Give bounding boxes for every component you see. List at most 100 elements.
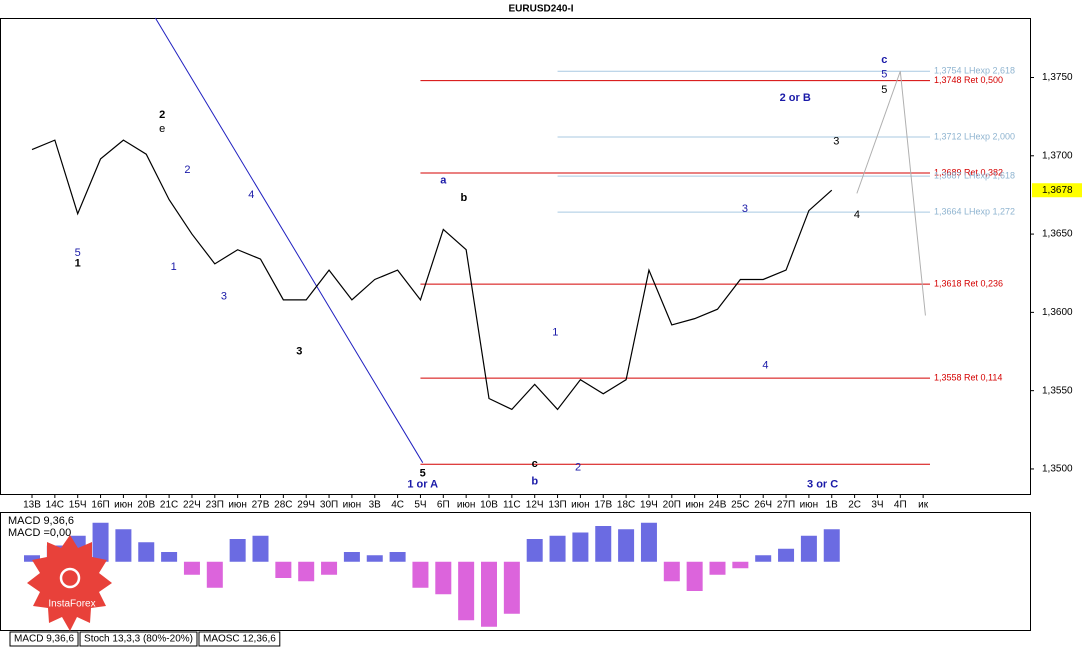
macd-bar: [321, 561, 338, 575]
macd-bar: [24, 555, 40, 562]
wave-label: 4: [248, 189, 254, 201]
x-tick-label: 13П: [548, 500, 566, 511]
x-tick-label: 28С: [274, 500, 292, 511]
macd-title: MACD 9,36,6: [8, 515, 74, 527]
macd-bar: [92, 522, 109, 562]
x-tick-label: 27П: [777, 500, 795, 511]
current-price-label: 1,3678: [1042, 185, 1073, 196]
wave-label: a: [440, 175, 447, 187]
x-tick-label: 4С: [391, 500, 404, 511]
macd-bar: [481, 561, 497, 627]
macd-value: MACD =0,00: [8, 527, 71, 539]
x-tick-label: июн: [571, 500, 590, 511]
x-tick-label: 14С: [46, 500, 64, 511]
wave-label: 4: [854, 209, 860, 221]
macd-bar: [709, 561, 726, 575]
logo-text: InstaForex: [48, 599, 95, 610]
wave-label: c: [532, 458, 538, 470]
x-tick-label: ик: [918, 500, 929, 511]
x-tick-label: 16П: [91, 500, 109, 511]
macd-bar: [686, 561, 703, 591]
level-label: 1,3748 Ret 0,500: [934, 75, 1003, 85]
macd-bar: [298, 561, 315, 582]
level-label: 1,3618 Ret 0,236: [934, 279, 1003, 289]
x-tick-label: июн: [228, 500, 247, 511]
y-tick-label: 1,3600: [1042, 307, 1073, 318]
macd-bar: [435, 561, 452, 595]
macd-bar: [366, 555, 383, 562]
y-tick-label: 1,3700: [1042, 150, 1073, 161]
macd-bar: [823, 529, 840, 562]
x-tick-label: 17В: [594, 500, 612, 511]
wave-label: b: [460, 192, 467, 204]
wave-label: c: [881, 54, 887, 66]
logo: InstaForex: [27, 535, 112, 631]
x-tick-label: 12Ч: [526, 500, 544, 511]
x-tick-label: 24В: [709, 500, 727, 511]
x-tick-label: 18С: [617, 500, 635, 511]
x-tick-label: 26Ч: [754, 500, 772, 511]
tab-frame: [79, 631, 198, 647]
wave-label: 1: [171, 261, 177, 273]
x-tick-label: 29Ч: [297, 500, 315, 511]
level-label: 1,3664 LHexp 1,272: [934, 207, 1015, 217]
x-tick-label: 25С: [731, 500, 749, 511]
level-label: 1,3712 LHexp 2,000: [934, 131, 1015, 141]
macd-bar: [206, 561, 223, 588]
macd-bar: [275, 561, 292, 578]
macd-bar: [618, 529, 635, 562]
wave-label: 2 or B: [780, 92, 811, 104]
x-tick-label: 15Ч: [69, 500, 87, 511]
main-frame: [0, 18, 1031, 495]
macd-bar: [115, 529, 132, 562]
y-tick-label: 1,3550: [1042, 385, 1073, 396]
tab-frame: [9, 631, 79, 647]
level-label: 1,3687 LHexp 1,618: [934, 171, 1015, 181]
macd-bar: [800, 535, 817, 562]
tab: Stoch 13,3,3 (80%-20%): [84, 634, 193, 645]
wave-label: 1 or A: [407, 479, 438, 491]
level-label: 1,3558 Ret 0,114: [934, 373, 1002, 383]
macd-bar: [389, 552, 406, 562]
wave-label: 5: [420, 468, 426, 480]
x-tick-label: 22Ч: [183, 500, 201, 511]
macd-bar: [755, 555, 772, 562]
x-tick-label: 1В: [826, 500, 839, 511]
wave-label: b: [531, 475, 538, 487]
wave-label: e: [159, 123, 165, 135]
wave-label: 2: [184, 164, 190, 176]
x-tick-label: 21С: [160, 500, 178, 511]
x-tick-label: июн: [114, 500, 133, 511]
y-tick-label: 1,3500: [1042, 464, 1073, 475]
wave-label: 3: [742, 203, 748, 215]
current-price-badge: [1032, 183, 1082, 198]
macd-bar: [663, 561, 680, 582]
y-tick-label: 1,3750: [1042, 72, 1073, 83]
tab: MAOSC 12,36,6: [203, 634, 276, 645]
x-tick-label: 10В: [480, 500, 498, 511]
x-tick-label: 27В: [252, 500, 270, 511]
macd-bar: [549, 535, 566, 562]
wave-label: 5: [75, 247, 81, 259]
price-line: [31, 139, 833, 411]
macd-bar: [595, 526, 612, 562]
x-tick-label: 2С: [848, 500, 861, 511]
wave-label: 4: [762, 360, 768, 372]
x-tick-label: июн: [685, 500, 704, 511]
wave-label: 5: [881, 84, 887, 96]
wave-label: 3: [296, 345, 302, 357]
y-tick-label: 1,3650: [1042, 229, 1073, 240]
macd-bar: [183, 561, 200, 575]
x-tick-label: 30П: [320, 500, 338, 511]
macd-bar: [503, 561, 520, 614]
macd-bar: [161, 552, 178, 562]
tabs: MACD 9,36,6 Stoch 13,3,3 (80%-20%) MAOSC 1…: [9, 631, 281, 647]
trendline: [154, 17, 424, 463]
macd-bar: [778, 548, 795, 562]
macd-bar: [229, 539, 246, 562]
tab-frame: [198, 631, 281, 647]
tab: MACD 9,36,6: [14, 634, 74, 645]
x-tick-label: июн: [457, 500, 476, 511]
macd-bar: [412, 561, 429, 588]
wave-label: 2: [575, 461, 581, 473]
